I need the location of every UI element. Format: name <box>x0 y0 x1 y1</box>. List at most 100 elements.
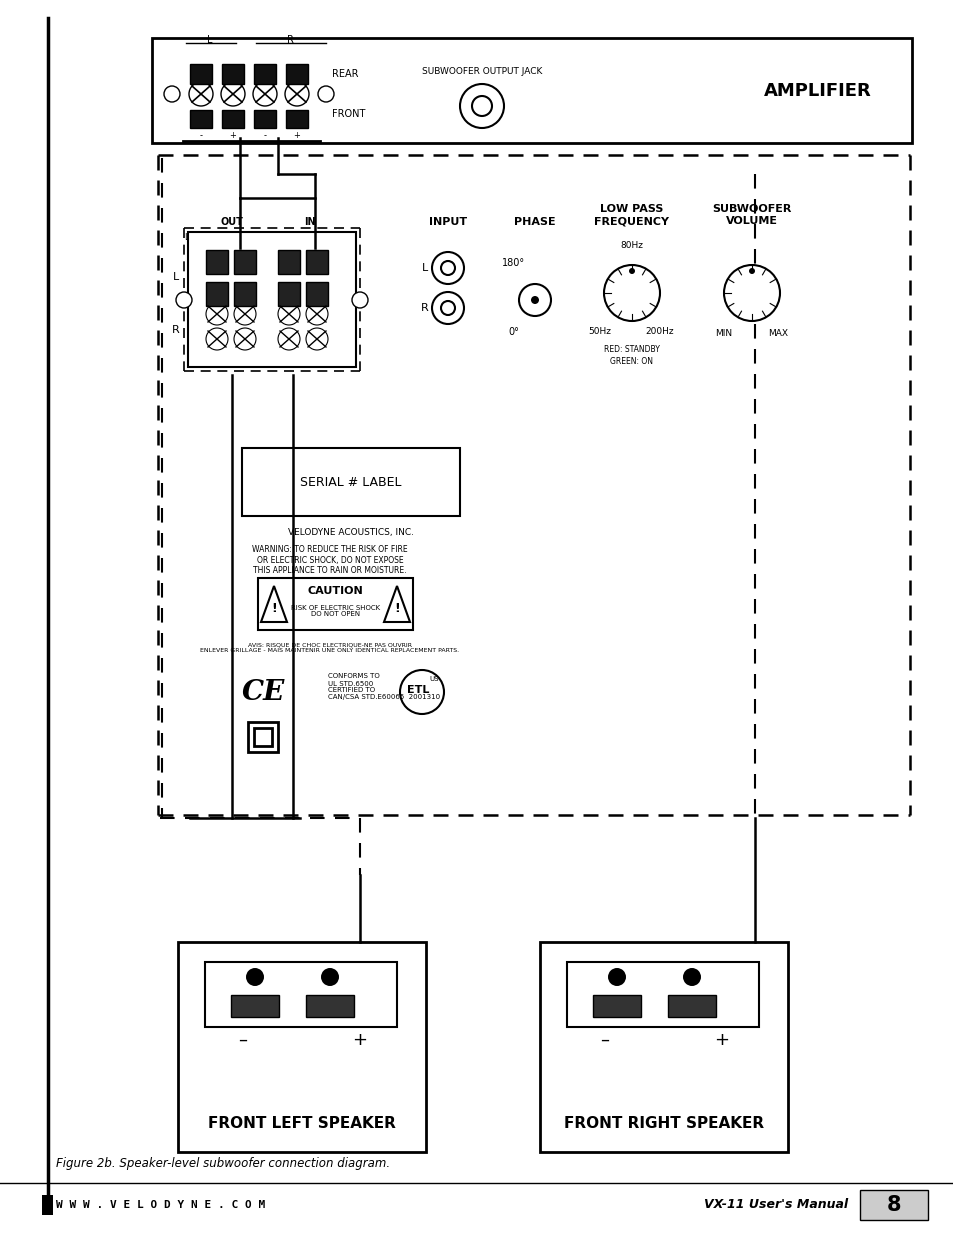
Text: +: + <box>352 1031 367 1049</box>
Text: 8: 8 <box>886 1195 901 1215</box>
Circle shape <box>432 291 463 324</box>
Bar <box>206 249 228 274</box>
Bar <box>233 249 255 274</box>
Text: VELODYNE ACOUSTICS, INC.: VELODYNE ACOUSTICS, INC. <box>288 527 414 536</box>
Bar <box>253 110 275 128</box>
Text: L: L <box>207 35 213 44</box>
Text: MAX: MAX <box>767 330 787 338</box>
Circle shape <box>723 266 780 321</box>
Text: SUBWOOFER OUTPUT JACK: SUBWOOFER OUTPUT JACK <box>421 67 541 75</box>
Bar <box>286 110 308 128</box>
Bar <box>566 962 759 1028</box>
Text: R: R <box>286 35 294 44</box>
Text: OUT: OUT <box>220 217 243 227</box>
Circle shape <box>531 296 538 304</box>
Text: MIN: MIN <box>715 330 732 338</box>
Text: 80Hz: 80Hz <box>619 241 643 249</box>
Text: GREEN: ON: GREEN: ON <box>610 357 653 366</box>
Bar <box>190 110 212 128</box>
Text: SUBWOOFER
VOLUME: SUBWOOFER VOLUME <box>712 204 791 226</box>
Text: CAUTION: CAUTION <box>307 585 363 597</box>
Text: –: – <box>238 1031 247 1049</box>
Circle shape <box>518 284 551 316</box>
Text: REAR: REAR <box>332 69 358 79</box>
Text: W W W . V E L O D Y N E . C O M: W W W . V E L O D Y N E . C O M <box>56 1200 265 1210</box>
Text: R: R <box>172 325 180 335</box>
Bar <box>277 282 299 306</box>
Text: 0°: 0° <box>508 327 518 337</box>
Circle shape <box>246 968 264 986</box>
Text: PHASE: PHASE <box>514 217 556 227</box>
Text: ETL: ETL <box>406 685 429 695</box>
Circle shape <box>748 268 754 274</box>
Bar <box>539 942 787 1152</box>
Circle shape <box>440 261 455 275</box>
Bar <box>222 110 244 128</box>
Circle shape <box>607 968 625 986</box>
Bar <box>152 38 911 143</box>
Text: CE: CE <box>241 678 284 705</box>
Text: +: + <box>714 1031 729 1049</box>
Text: RISK OF ELECTRIC SHOCK
DO NOT OPEN: RISK OF ELECTRIC SHOCK DO NOT OPEN <box>291 604 379 618</box>
Bar <box>190 64 212 84</box>
Text: IN: IN <box>304 217 315 227</box>
Text: CONFORMS TO
UL STD.6500
CERTIFIED TO
CAN/CSA STD.E60065  2001310: CONFORMS TO UL STD.6500 CERTIFIED TO CAN… <box>328 673 439 700</box>
Text: AVIS: RISQUE DE CHOC ELECTRIQUE-NE PAS OUVRIR
ENLEVER GRILLAGE - MAIS MAINTENIR : AVIS: RISQUE DE CHOC ELECTRIQUE-NE PAS O… <box>200 642 459 653</box>
Bar <box>306 249 328 274</box>
Text: +: + <box>294 131 300 141</box>
Text: LOW PASS
FREQUENCY: LOW PASS FREQUENCY <box>594 204 669 226</box>
Circle shape <box>682 968 700 986</box>
Text: -: - <box>199 131 202 141</box>
Text: +: + <box>230 131 236 141</box>
Text: RED: STANDBY: RED: STANDBY <box>603 345 659 353</box>
Circle shape <box>317 86 334 103</box>
Circle shape <box>440 301 455 315</box>
Text: L: L <box>421 263 428 273</box>
Bar <box>286 64 308 84</box>
Text: FRONT LEFT SPEAKER: FRONT LEFT SPEAKER <box>208 1116 395 1131</box>
Bar <box>253 727 272 746</box>
Text: 50Hz: 50Hz <box>588 327 611 336</box>
Bar <box>253 64 275 84</box>
Text: WARNING: TO REDUCE THE RISK OF FIRE
OR ELECTRIC SHOCK, DO NOT EXPOSE
THIS APPLIA: WARNING: TO REDUCE THE RISK OF FIRE OR E… <box>252 545 407 576</box>
Text: –: – <box>599 1031 609 1049</box>
Bar <box>206 282 228 306</box>
Circle shape <box>628 268 635 274</box>
Bar <box>242 448 459 516</box>
Circle shape <box>320 968 338 986</box>
Circle shape <box>432 252 463 284</box>
Circle shape <box>352 291 368 308</box>
Bar <box>593 995 640 1016</box>
Bar <box>178 942 426 1152</box>
Text: LFE IN: LFE IN <box>185 233 211 242</box>
Bar <box>277 249 299 274</box>
Text: 200Hz: 200Hz <box>645 327 674 336</box>
Text: -: - <box>263 131 266 141</box>
Text: 180°: 180° <box>502 258 525 268</box>
Text: SERIAL # LABEL: SERIAL # LABEL <box>300 475 401 489</box>
Text: !: ! <box>394 601 399 615</box>
Text: R: R <box>420 303 429 312</box>
Bar <box>42 1195 53 1215</box>
Bar <box>205 962 396 1028</box>
Circle shape <box>164 86 180 103</box>
Bar <box>859 1191 927 1220</box>
Bar <box>257 578 413 630</box>
Bar <box>231 995 278 1016</box>
Text: L: L <box>172 272 179 282</box>
Circle shape <box>459 84 503 128</box>
Circle shape <box>175 291 192 308</box>
Circle shape <box>603 266 659 321</box>
Bar <box>222 64 244 84</box>
Text: FRONT RIGHT SPEAKER: FRONT RIGHT SPEAKER <box>563 1116 763 1131</box>
Bar <box>667 995 716 1016</box>
Bar <box>248 722 277 752</box>
Text: VX-11 User's Manual: VX-11 User's Manual <box>703 1198 847 1212</box>
Text: FRONT: FRONT <box>332 109 365 119</box>
Text: !: ! <box>271 601 276 615</box>
Bar <box>306 995 354 1016</box>
Circle shape <box>472 96 492 116</box>
Text: Figure 2b. Speaker-level subwoofer connection diagram.: Figure 2b. Speaker-level subwoofer conne… <box>56 1156 390 1170</box>
Bar <box>188 232 355 367</box>
Bar <box>233 282 255 306</box>
